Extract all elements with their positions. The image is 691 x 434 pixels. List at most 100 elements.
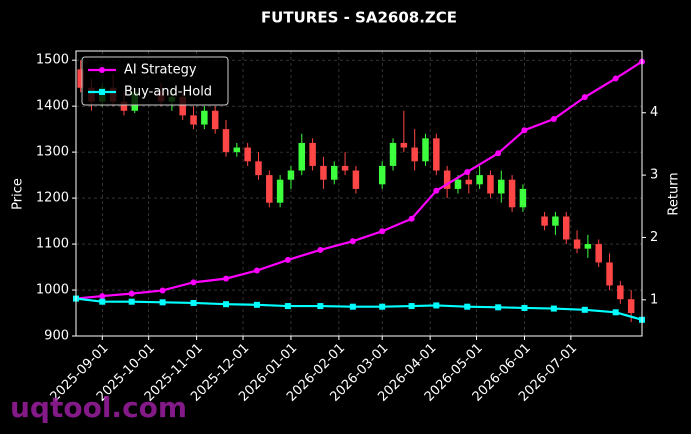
candle-body bbox=[341, 165, 349, 171]
series-line bbox=[75, 60, 643, 300]
line-marker bbox=[159, 299, 166, 306]
candle-body bbox=[244, 147, 251, 162]
candle-body bbox=[352, 170, 360, 189]
candle-body bbox=[562, 216, 570, 240]
candle-body bbox=[276, 179, 284, 203]
line-marker bbox=[223, 301, 230, 308]
y2-tick-label: 3 bbox=[650, 168, 658, 183]
line-marker bbox=[190, 299, 197, 306]
y-tick-label: 1300 bbox=[36, 145, 69, 160]
candle-body bbox=[422, 138, 429, 162]
y-tick-label: 1500 bbox=[36, 53, 69, 68]
line-marker bbox=[99, 293, 106, 300]
candle-body bbox=[77, 69, 84, 88]
line-marker bbox=[612, 309, 619, 316]
line-marker bbox=[464, 303, 471, 310]
line-marker bbox=[159, 287, 166, 294]
line-marker bbox=[190, 279, 197, 286]
line-marker bbox=[550, 305, 557, 312]
y-tick-label: 1100 bbox=[36, 237, 69, 252]
legend-label: AI Strategy bbox=[124, 63, 197, 78]
candle-body bbox=[541, 216, 548, 226]
line-marker bbox=[433, 187, 440, 194]
y2-tick-label: 1 bbox=[650, 292, 658, 307]
line-marker bbox=[612, 75, 619, 82]
candle-body bbox=[476, 175, 483, 185]
candle-body bbox=[378, 165, 386, 185]
candle-body bbox=[584, 244, 592, 249]
y-tick-label: 1000 bbox=[36, 283, 69, 298]
y2-tick-label: 4 bbox=[650, 105, 658, 120]
line-marker bbox=[379, 228, 386, 235]
line-marker bbox=[223, 275, 230, 282]
line-marker bbox=[408, 215, 415, 222]
candle-body bbox=[443, 170, 451, 189]
candle-body bbox=[552, 216, 559, 226]
line-marker bbox=[550, 115, 557, 122]
y-tick-label: 1400 bbox=[36, 99, 69, 114]
candle-body bbox=[411, 147, 418, 162]
candle-body bbox=[433, 138, 440, 171]
candle-body bbox=[255, 161, 262, 176]
line-marker bbox=[433, 302, 440, 309]
candle-body bbox=[400, 142, 408, 148]
candle-body bbox=[454, 179, 462, 189]
line-marker bbox=[379, 303, 386, 310]
candle-body bbox=[595, 244, 602, 263]
line-marker bbox=[495, 304, 502, 311]
candle-body bbox=[222, 129, 230, 153]
line-marker bbox=[317, 303, 324, 310]
candle-body bbox=[266, 175, 273, 203]
y2-axis-label: Return bbox=[667, 172, 682, 215]
line-marker bbox=[284, 303, 291, 310]
candle-body bbox=[498, 179, 505, 194]
line-marker bbox=[349, 303, 356, 310]
line-marker bbox=[581, 306, 588, 313]
candle-body bbox=[211, 110, 219, 130]
candle-body bbox=[298, 142, 306, 171]
line-marker bbox=[521, 127, 528, 134]
candle-body bbox=[606, 262, 613, 286]
candle-body bbox=[120, 101, 128, 111]
legend-box bbox=[81, 56, 229, 106]
candle-body bbox=[573, 239, 581, 249]
y2-tick-label: 2 bbox=[650, 230, 658, 245]
watermark: uqtool.com bbox=[10, 391, 187, 424]
candle-body bbox=[201, 110, 208, 125]
line-marker bbox=[464, 168, 471, 175]
plot-frame bbox=[75, 50, 643, 337]
line-marker bbox=[128, 290, 135, 297]
series-line bbox=[75, 297, 643, 321]
candle-body bbox=[287, 170, 295, 180]
candle-body bbox=[617, 285, 624, 300]
legend-label: Buy-and-Hold bbox=[124, 85, 212, 100]
line-marker bbox=[99, 298, 106, 305]
line-marker bbox=[99, 89, 105, 95]
line-marker bbox=[128, 298, 135, 305]
candle-body bbox=[519, 188, 527, 208]
line-marker bbox=[284, 256, 291, 263]
candle-body bbox=[179, 96, 186, 116]
candle-body bbox=[465, 179, 473, 185]
candle-body bbox=[508, 179, 516, 208]
candle-body bbox=[627, 299, 635, 314]
line-marker bbox=[495, 150, 502, 157]
line-marker bbox=[99, 67, 105, 73]
line-marker bbox=[253, 267, 260, 274]
line-marker bbox=[349, 238, 356, 245]
candle-body bbox=[389, 142, 397, 166]
candle-body bbox=[233, 147, 241, 153]
candle-body bbox=[320, 165, 327, 180]
y-tick-label: 900 bbox=[44, 329, 69, 344]
line-marker bbox=[317, 246, 324, 253]
line-marker bbox=[408, 303, 415, 310]
line-marker bbox=[581, 94, 588, 101]
candle-body bbox=[487, 175, 494, 194]
y-tick-label: 1200 bbox=[36, 191, 69, 206]
candle-body bbox=[190, 115, 197, 125]
y-axis-label: Price bbox=[11, 178, 26, 210]
chart-title: FUTURES - SA2608.ZCE bbox=[261, 9, 457, 27]
line-marker bbox=[253, 301, 260, 308]
